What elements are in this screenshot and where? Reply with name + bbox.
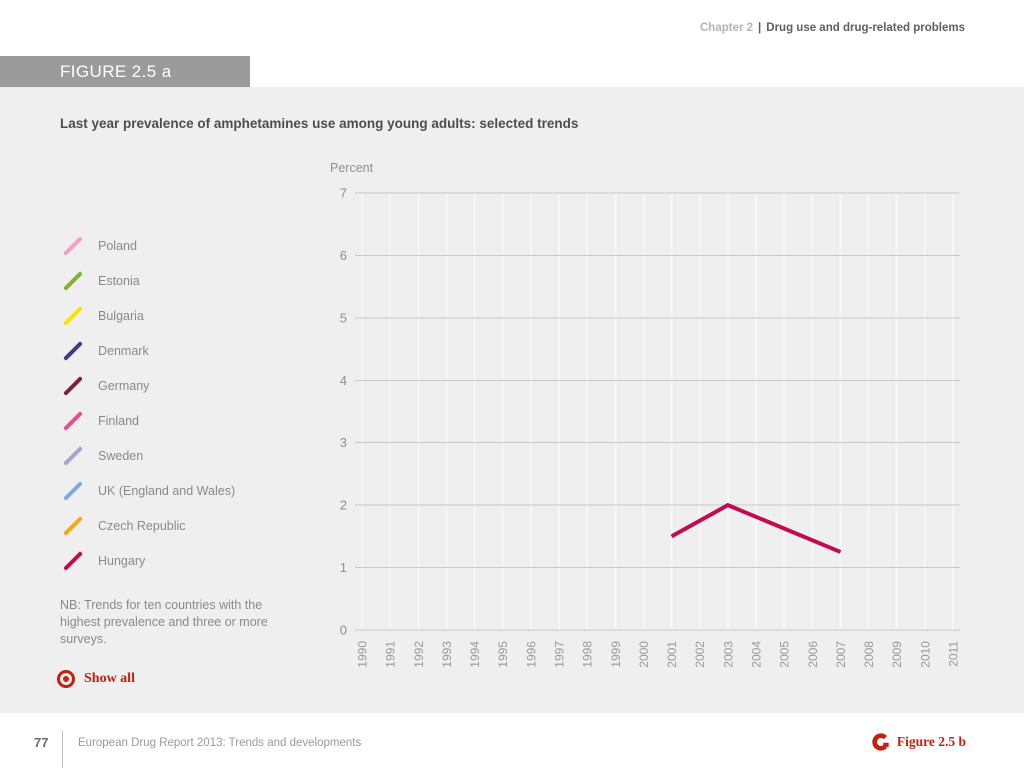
legend-item-germany[interactable]: Germany [59,368,235,403]
svg-text:2: 2 [340,498,347,513]
svg-text:2005: 2005 [778,641,792,668]
legend-item-czech-republic[interactable]: Czech Republic [59,508,235,543]
legend-label: Hungary [98,553,146,568]
svg-text:3: 3 [340,435,347,450]
svg-text:1997: 1997 [553,641,567,668]
svg-text:1999: 1999 [609,641,623,668]
legend-swatch-icon [59,234,86,258]
legend-item-finland[interactable]: Finland [59,403,235,438]
svg-text:1994: 1994 [468,641,482,668]
svg-text:1990: 1990 [356,641,370,668]
svg-text:1996: 1996 [524,641,538,668]
legend-label: Czech Republic [98,518,186,533]
legend-swatch-icon [59,549,86,573]
legend-item-estonia[interactable]: Estonia [59,263,235,298]
svg-text:0: 0 [340,623,347,638]
svg-text:2007: 2007 [834,641,848,668]
legend-item-sweden[interactable]: Sweden [59,438,235,473]
legend-swatch-icon [59,409,86,433]
svg-text:2000: 2000 [637,641,651,668]
y-axis-title: Percent [330,161,374,175]
legend-label: Denmark [98,343,149,358]
svg-text:1998: 1998 [581,641,595,668]
legend-label: Poland [98,238,137,253]
legend-swatch-icon [59,479,86,503]
legend-swatch-icon [59,339,86,363]
svg-text:2008: 2008 [862,641,876,668]
bullseye-icon [57,670,75,688]
svg-text:7: 7 [340,186,347,201]
legend-label: Sweden [98,448,144,463]
figure-title: Last year prevalence of amphetamines use… [60,116,579,131]
legend-swatch-icon [59,269,86,293]
chapter-label: Chapter 2 [700,22,754,34]
svg-text:1993: 1993 [440,641,454,668]
legend-swatch-icon [59,374,86,398]
svg-text:2006: 2006 [806,641,820,668]
footer-divider [62,731,63,768]
legend-item-denmark[interactable]: Denmark [59,333,235,368]
figure-link-label: Figure 2.5 b [896,734,966,749]
page-footer: 77 European Drug Report 2013: Trends and… [0,713,1024,768]
legend-label: Germany [98,378,150,393]
svg-text:1995: 1995 [496,641,510,668]
legend-label: Bulgaria [98,308,144,323]
header-separator: | [758,22,762,34]
svg-text:2009: 2009 [890,641,904,668]
svg-text:6: 6 [340,248,347,263]
legend-label: Finland [98,413,139,428]
svg-text:1: 1 [340,560,347,575]
svg-text:1992: 1992 [412,641,426,668]
show-all-button[interactable]: Show all [57,670,135,688]
show-all-label: Show all [84,671,135,686]
chapter-section-label: Drug use and drug-related problems [766,22,965,34]
svg-text:1991: 1991 [384,641,398,668]
figure-banner: FIGURE 2.5 a [0,56,250,87]
legend-swatch-icon [59,444,86,468]
figure-note: NB: Trends for ten countries with the hi… [60,598,268,646]
report-title: European Drug Report 2013: Trends and de… [78,737,362,749]
svg-text:2001: 2001 [665,641,679,668]
figure-link-icon [872,733,889,751]
legend-label: UK (England and Wales) [98,483,236,498]
svg-text:2010: 2010 [918,641,932,668]
page-header: Chapter 2 | Drug use and drug-related prob… [700,22,965,34]
chart-legend: Poland Estonia Bulgaria Denmark Germany … [59,228,235,578]
legend-swatch-icon [59,514,86,538]
legend-item-bulgaria[interactable]: Bulgaria [59,298,235,333]
figure-panel: Last year prevalence of amphetamines use… [0,87,1024,713]
svg-text:2002: 2002 [693,641,707,668]
svg-text:2004: 2004 [750,641,764,668]
legend-item-poland[interactable]: Poland [59,228,235,263]
svg-text:2011: 2011 [947,641,961,667]
svg-text:4: 4 [340,373,347,388]
legend-item-hungary[interactable]: Hungary [59,543,235,578]
legend-item-uk[interactable]: UK (England and Wales) [59,473,235,508]
trend-chart: 0 1 2 3 4 5 6 7 1990 1991 1992 1993 1994 1995 1996 1997… [340,186,961,668]
next-figure-link[interactable]: Figure 2.5 b [872,733,966,751]
svg-text:5: 5 [340,310,347,325]
legend-label: Estonia [98,273,140,288]
page-number: 77 [34,735,49,750]
legend-swatch-icon [59,304,86,328]
svg-text:2003: 2003 [721,641,735,668]
